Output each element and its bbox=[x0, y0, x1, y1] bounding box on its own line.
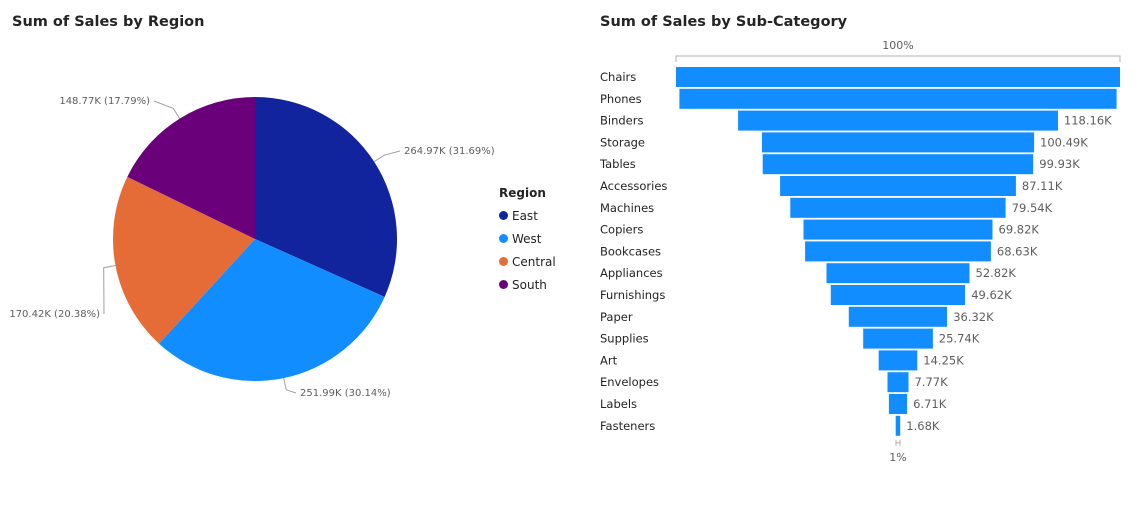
legend-title: Region bbox=[499, 186, 546, 200]
funnel-bar-machines[interactable] bbox=[790, 197, 1006, 218]
funnel-value-label: 36.32K bbox=[953, 310, 994, 324]
funnel-category-label: Appliances bbox=[600, 266, 663, 280]
pie-chart-title: Sum of Sales by Region bbox=[12, 14, 205, 30]
funnel-bar-paper[interactable] bbox=[848, 306, 948, 327]
funnel-bar-art[interactable] bbox=[878, 350, 918, 371]
funnel-category-label: Storage bbox=[600, 135, 645, 149]
funnel-bar-chairs[interactable] bbox=[676, 67, 1120, 87]
funnel-value-label: 99.93K bbox=[1039, 157, 1080, 171]
legend-dot bbox=[499, 234, 508, 243]
funnel-category-label: Binders bbox=[600, 114, 643, 128]
pie-data-label: 170.42K (20.38%) bbox=[9, 309, 100, 320]
funnel-value-label: 87.11K bbox=[1022, 179, 1063, 193]
funnel-bottom-percent: 1% bbox=[889, 451, 906, 464]
funnel-category-label: Phones bbox=[600, 92, 642, 106]
pie-slice-south[interactable] bbox=[127, 96, 255, 239]
funnel-category-label: Tables bbox=[599, 157, 636, 171]
funnel-category-label: Supplies bbox=[600, 332, 649, 346]
legend-dot bbox=[499, 211, 508, 220]
funnel-bottom-bracket bbox=[895, 439, 901, 446]
funnel-bar-envelopes[interactable] bbox=[887, 372, 909, 393]
funnel-bar-appliances[interactable] bbox=[826, 263, 970, 284]
pie-data-label: 148.77K (17.79%) bbox=[59, 96, 150, 107]
legend-item-east[interactable]: East bbox=[499, 204, 556, 227]
funnel-category-label: Paper bbox=[600, 310, 633, 324]
funnel-value-label: 118.16K bbox=[1064, 114, 1112, 128]
funnel-chart-visual: Sum of Sales by Sub-Category 100% Chairs P… bbox=[588, 0, 1147, 502]
funnel-category-label: Envelopes bbox=[600, 375, 659, 389]
funnel-category-label: Fasteners bbox=[600, 419, 655, 433]
legend-item-west[interactable]: West bbox=[499, 227, 556, 250]
pie-chart-visual: Sum of Sales by Region 264.97K (31.69%) 2… bbox=[0, 0, 560, 502]
legend-label: South bbox=[512, 277, 547, 292]
funnel-value-label: 7.77K bbox=[915, 375, 949, 389]
funnel-category-label: Copiers bbox=[600, 223, 643, 237]
funnel-category-label: Furnishings bbox=[600, 288, 665, 302]
funnel-value-label: 14.25K bbox=[923, 353, 964, 367]
funnel-value-label: 68.63K bbox=[997, 244, 1038, 258]
funnel-bar-phones[interactable] bbox=[679, 88, 1117, 109]
pie-slice-west[interactable] bbox=[158, 239, 385, 382]
funnel-category-label: Accessories bbox=[600, 179, 667, 193]
funnel-chart: 100% Chairs Phones Binders 118.16K Storage 100… bbox=[599, 39, 1121, 464]
legend-dot bbox=[499, 280, 508, 289]
funnel-category-label: Bookcases bbox=[600, 244, 661, 258]
funnel-value-label: 6.71K bbox=[913, 397, 947, 411]
funnel-category-label: Art bbox=[600, 353, 618, 367]
funnel-bar-copiers[interactable] bbox=[803, 219, 993, 240]
pie-leader-line bbox=[103, 265, 116, 315]
pie-leader-line bbox=[283, 377, 297, 394]
funnel-value-label: 100.49K bbox=[1040, 135, 1088, 149]
funnel-chart-title: Sum of Sales by Sub-Category bbox=[600, 14, 848, 30]
funnel-category-label: Chairs bbox=[600, 70, 636, 84]
legend-item-central[interactable]: Central bbox=[499, 250, 556, 273]
funnel-top-percent: 100% bbox=[882, 39, 913, 52]
funnel-bar-fasteners[interactable] bbox=[895, 415, 901, 436]
pie-data-label: 251.99K (30.14%) bbox=[300, 388, 391, 399]
funnel-bar-bookcases[interactable] bbox=[805, 241, 991, 262]
funnel-bar-tables[interactable] bbox=[762, 154, 1034, 175]
pie-slice-east[interactable] bbox=[255, 97, 397, 297]
legend-label: Central bbox=[512, 254, 556, 269]
funnel-value-label: 49.62K bbox=[971, 288, 1012, 302]
pie-leader-line bbox=[373, 150, 401, 163]
funnel-bar-storage[interactable] bbox=[762, 132, 1035, 153]
funnel-bar-binders[interactable] bbox=[738, 110, 1058, 131]
pie-leader-line bbox=[153, 100, 181, 119]
funnel-value-label: 1.68K bbox=[906, 419, 940, 433]
funnel-bar-accessories[interactable] bbox=[780, 176, 1016, 196]
funnel-value-label: 79.54K bbox=[1012, 201, 1053, 215]
funnel-category-label: Machines bbox=[600, 201, 654, 215]
pie-slice-central[interactable] bbox=[112, 176, 255, 344]
funnel-value-label: 52.82K bbox=[976, 266, 1017, 280]
funnel-bar-furnishings[interactable] bbox=[830, 285, 966, 305]
pie-chart: 264.97K (31.69%) 251.99K (30.14%) 170.42K … bbox=[9, 96, 495, 399]
pie-data-label: 264.97K (31.69%) bbox=[404, 146, 495, 157]
funnel-bar-labels[interactable] bbox=[888, 394, 908, 414]
funnel-bar-supplies[interactable] bbox=[863, 328, 933, 349]
legend-label: West bbox=[512, 231, 542, 246]
legend-dot bbox=[499, 257, 508, 266]
funnel-category-label: Labels bbox=[600, 397, 637, 411]
pie-legend: Region East West Central South bbox=[499, 186, 556, 296]
legend-label: East bbox=[512, 208, 538, 223]
funnel-top-bracket bbox=[675, 55, 1121, 62]
funnel-value-label: 25.74K bbox=[939, 332, 980, 346]
legend-item-south[interactable]: South bbox=[499, 273, 556, 296]
funnel-value-label: 69.82K bbox=[999, 223, 1040, 237]
